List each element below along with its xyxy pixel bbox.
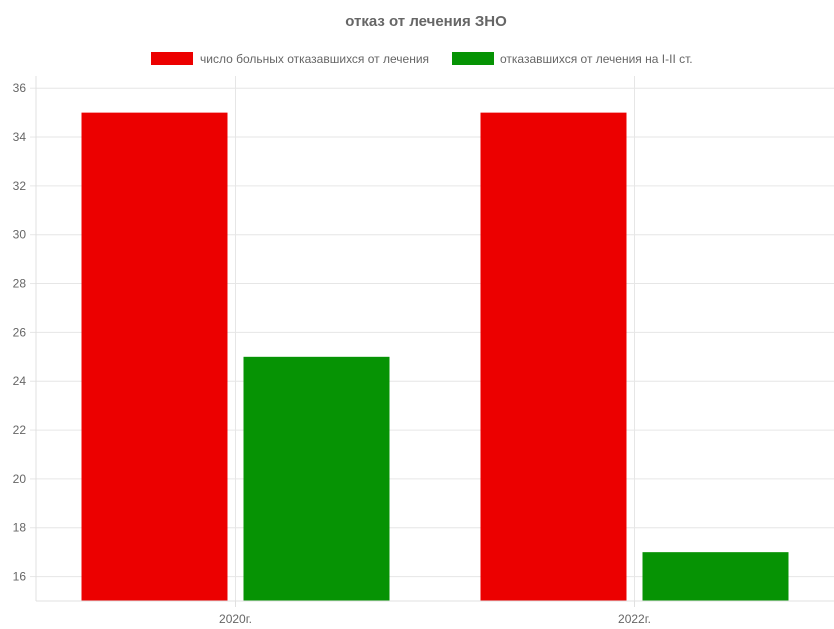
x-tick-label-0: 2020г. [219,612,252,624]
y-tick-label-18: 18 [13,521,27,535]
bar-series-0-cat-0[interactable] [81,112,228,602]
bar-series-1-cat-0[interactable] [243,356,390,601]
legend-swatch-series-0[interactable] [151,52,193,65]
y-tick-label-20: 20 [13,472,27,486]
legend: число больных отказавшихся от лечения от… [151,52,693,66]
chart-title: отказ от лечения ЗНО [345,13,507,30]
y-axis: 16 18 20 22 24 26 28 30 32 34 36 [13,76,37,601]
y-tick-label-26: 26 [13,325,27,339]
y-tick-label-34: 34 [13,130,27,144]
x-axis: 2020г. 2022г. [36,600,834,626]
x-tick-label-1: 2022г. [618,612,651,624]
bars [81,112,789,602]
y-tick-label-22: 22 [13,423,27,437]
y-tick-label-32: 32 [13,179,27,193]
y-tick-label-28: 28 [13,277,27,291]
bar-series-0-cat-1[interactable] [480,112,627,602]
legend-label-series-1[interactable]: отказавшихся от лечения на I-II ст. [500,52,693,66]
y-tick-label-16: 16 [13,570,27,584]
y-tick-label-36: 36 [13,81,27,95]
y-tick-label-24: 24 [13,374,27,388]
bar-series-1-cat-1[interactable] [642,552,789,601]
legend-label-series-0[interactable]: число больных отказавшихся от лечения [200,52,429,66]
y-tick-label-30: 30 [13,228,27,242]
legend-swatch-series-1[interactable] [452,52,494,65]
